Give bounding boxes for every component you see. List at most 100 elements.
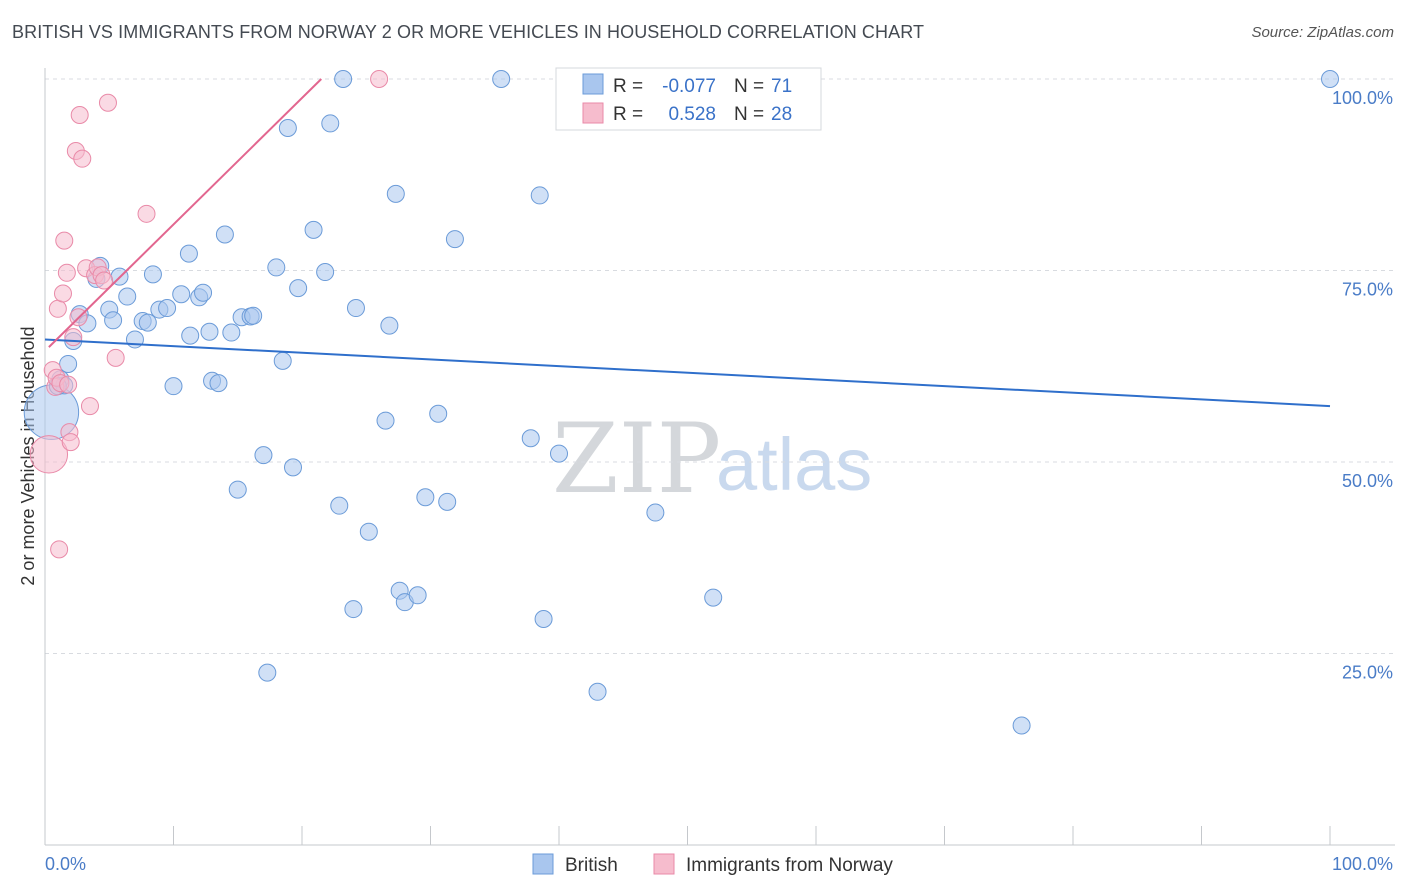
series-norway: [29, 70, 389, 559]
british-point: [158, 299, 177, 318]
norway-point: [57, 263, 76, 282]
norway-point: [370, 70, 389, 88]
y-tick-label: 25.0%: [1342, 663, 1393, 683]
british-point: [1321, 70, 1339, 88]
norway-point: [29, 435, 69, 474]
trend-lines: [44, 78, 1331, 408]
stats-legend: R = -0.077 N = 71 R = 0.528 N = 28: [555, 67, 822, 131]
british-point: [104, 311, 123, 330]
british-point: [273, 351, 292, 370]
british-point: [530, 186, 549, 205]
legend-label-british: British: [565, 855, 618, 876]
norway-point: [95, 271, 114, 290]
british-point: [118, 287, 137, 306]
british-point: [386, 184, 405, 203]
stats-legend-n-label: N =: [734, 104, 764, 125]
y-axis-label: 2 or more Vehicles in Household: [18, 326, 38, 585]
norway-point: [55, 231, 74, 250]
british-point: [330, 496, 349, 515]
y-tick-label: 100.0%: [1332, 88, 1393, 108]
british-point: [228, 480, 247, 499]
british-point: [416, 488, 435, 507]
british-point: [429, 404, 448, 423]
watermark-atlas: atlas: [716, 423, 872, 506]
watermark: ZIP atlas: [552, 403, 872, 515]
british-point: [172, 285, 191, 304]
stats-legend-r-label: R =: [613, 76, 643, 97]
british-point: [254, 446, 273, 465]
british-point: [59, 354, 78, 373]
british-point: [215, 225, 234, 244]
norway-point: [98, 93, 117, 112]
british-point: [438, 492, 457, 511]
y-tick-labels: 25.0% 50.0% 75.0% 100.0%: [1332, 88, 1393, 683]
british-point: [138, 313, 157, 332]
british-point: [164, 377, 183, 396]
british-point: [181, 326, 200, 345]
british-point: [194, 283, 213, 302]
series-british: [23, 70, 1339, 735]
british-point: [321, 114, 340, 133]
y-tick-label: 50.0%: [1342, 471, 1393, 491]
british-point: [143, 265, 162, 284]
stats-legend-r-label: R =: [613, 104, 643, 125]
norway-point: [137, 204, 156, 223]
british-point: [304, 220, 323, 239]
x-tick-label: 100.0%: [1332, 854, 1393, 874]
norway-point: [106, 348, 125, 367]
british-point: [284, 458, 303, 477]
legend-swatch-norway: [653, 853, 675, 875]
british-point: [380, 316, 399, 335]
british-point: [646, 503, 665, 522]
norway-point: [50, 540, 69, 559]
british-point: [445, 230, 464, 249]
british-point: [179, 244, 198, 263]
british-point: [492, 70, 511, 88]
british-point: [1012, 716, 1031, 735]
norway-point: [73, 149, 92, 168]
gridlines: [45, 78, 1395, 654]
british-point: [316, 263, 335, 282]
british-point: [359, 522, 378, 541]
british-point: [267, 258, 286, 277]
y-tick-label: 75.0%: [1342, 280, 1393, 300]
watermark-zip: ZIP: [552, 403, 721, 515]
british-point: [222, 323, 241, 342]
norway-point: [59, 375, 78, 394]
british-point: [521, 429, 540, 448]
british-point: [209, 374, 228, 393]
british-point: [278, 119, 297, 138]
stats-legend-r-value: -0.077: [662, 76, 716, 97]
british-point: [408, 586, 427, 605]
stats-legend-n-value: 28: [771, 104, 792, 125]
bottom-legend: British Immigrants from Norway: [532, 853, 893, 876]
british-point: [588, 682, 607, 701]
norway-point: [61, 433, 80, 452]
stats-legend-r-value: 0.528: [668, 104, 716, 125]
norway-point: [53, 284, 72, 303]
british-point: [534, 610, 553, 629]
british-trend-line: [44, 338, 1331, 408]
british-point: [200, 322, 219, 341]
x-tick-label: 0.0%: [45, 854, 86, 874]
norway-point: [70, 106, 89, 125]
x-tick-labels: 0.0% 100.0%: [45, 854, 1393, 874]
stats-legend-n-value: 71: [771, 76, 792, 97]
british-point: [344, 600, 363, 619]
chart-title: BRITISH VS IMMIGRANTS FROM NORWAY 2 OR M…: [12, 22, 925, 42]
norway-point: [80, 397, 99, 416]
british-point: [376, 411, 395, 430]
legend-label-norway: Immigrants from Norway: [686, 855, 893, 876]
british-point: [258, 663, 277, 682]
stats-legend-swatch-norway: [582, 102, 604, 124]
legend-swatch-british: [532, 853, 554, 875]
british-point: [550, 444, 568, 463]
norway-trend-line: [48, 78, 322, 348]
chart-source: Source: ZipAtlas.com: [1251, 24, 1394, 41]
stats-legend-n-label: N =: [734, 76, 764, 97]
british-point: [704, 588, 723, 607]
norway-point: [64, 328, 83, 347]
british-point: [334, 70, 353, 88]
british-point: [244, 306, 263, 325]
